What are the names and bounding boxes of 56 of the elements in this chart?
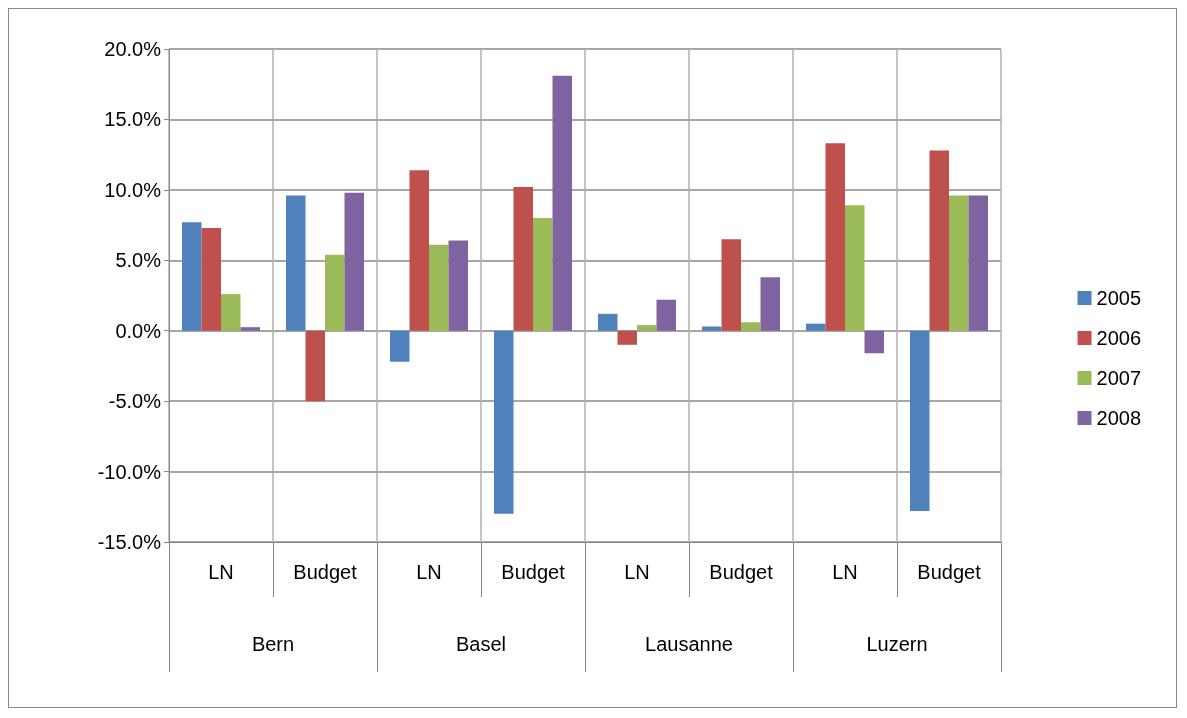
bar [741, 322, 761, 331]
bar [806, 323, 826, 331]
bar [598, 313, 618, 331]
y-tick-label: 10.0% [104, 178, 162, 201]
bar [949, 195, 969, 331]
bar [845, 205, 865, 331]
y-tick-label: 5.0% [115, 249, 162, 272]
bar [182, 222, 202, 331]
bar [221, 294, 241, 331]
legend-label: 2006 [1096, 327, 1142, 349]
bar [325, 254, 345, 331]
bar [825, 143, 845, 331]
y-tick-label: 20.0% [104, 38, 162, 60]
bar [494, 330, 514, 514]
x-tick-label: LN [832, 561, 858, 583]
bar [390, 330, 410, 362]
x-tick-label: Budget [293, 561, 358, 583]
legend-label: 2008 [1096, 407, 1142, 429]
x-tick-label: LN [208, 561, 234, 583]
bar [286, 195, 306, 331]
bar [429, 244, 449, 331]
bar [721, 239, 741, 331]
bar [409, 170, 429, 331]
text: Bern [251, 633, 295, 655]
text: Luzern [866, 633, 928, 655]
legend-label: 2007 [1096, 367, 1142, 389]
bar [305, 330, 325, 402]
legend-label: 2005 [1096, 287, 1142, 309]
x-tick-label: LN [416, 561, 442, 583]
bar [864, 330, 884, 354]
bar [656, 299, 676, 331]
x-tick-label: Budget [709, 561, 774, 583]
y-tick-label: -15.0% [97, 531, 162, 553]
x-tick-label: Budget [501, 561, 566, 583]
bar [513, 187, 533, 331]
bar [617, 330, 637, 345]
bar [968, 195, 988, 331]
x-tick-label: Budget [917, 561, 982, 583]
y-tick-label: 0.0% [115, 319, 162, 342]
bar [637, 325, 657, 331]
bar [201, 227, 221, 331]
y-tick-label: 15.0% [104, 108, 162, 131]
bar [344, 192, 364, 331]
bar [552, 75, 572, 331]
text: Basel [455, 633, 507, 655]
y-tick-label: -5.0% [108, 390, 162, 413]
bar [240, 327, 260, 331]
x-tick-label: LN [624, 561, 650, 583]
bar [448, 240, 468, 331]
bar [702, 326, 722, 331]
bar [760, 277, 780, 331]
bar [929, 150, 949, 331]
text: Lausanne [645, 633, 733, 655]
bar [910, 330, 930, 512]
bar [533, 218, 553, 331]
y-tick-label: -10.0% [97, 460, 162, 483]
